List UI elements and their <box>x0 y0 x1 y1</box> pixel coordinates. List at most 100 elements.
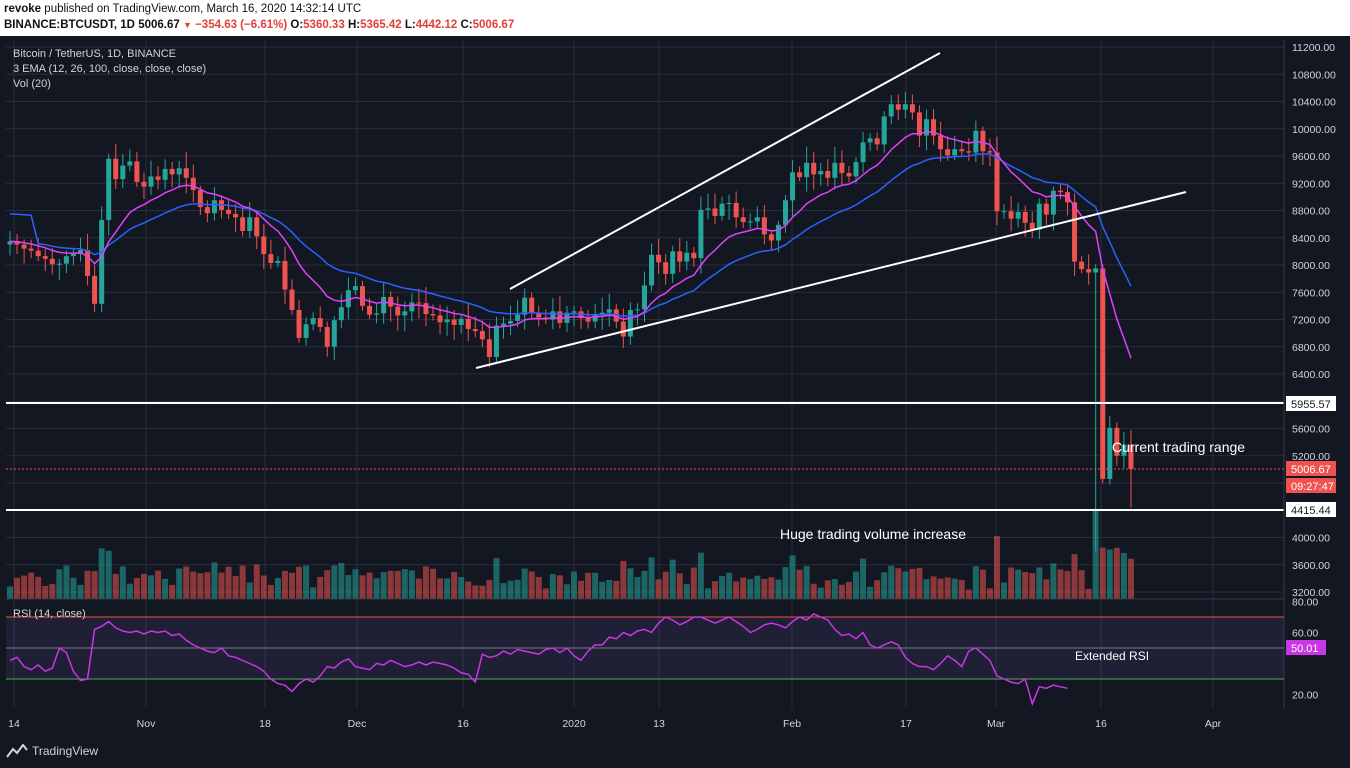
volume-bar <box>507 580 514 599</box>
candle-body <box>127 161 133 166</box>
candle-body <box>550 311 556 320</box>
volume-bar <box>119 566 126 599</box>
volume-bar <box>810 583 817 599</box>
volume-bar <box>338 562 345 599</box>
volume-bar <box>733 581 740 599</box>
candle-body <box>1107 427 1113 479</box>
volume-bar <box>726 572 733 599</box>
candle-body <box>832 162 838 178</box>
volume-bar <box>690 567 697 599</box>
candle-body <box>1114 427 1120 456</box>
volume-bar <box>909 569 916 599</box>
rsi-tick-label: 20.00 <box>1292 690 1318 702</box>
candle-body <box>1001 211 1007 213</box>
volume-bar <box>994 536 1000 599</box>
publish-header: revoke published on TradingView.com, Mar… <box>0 0 1350 36</box>
candle-body <box>120 165 126 180</box>
candle-body <box>726 203 732 205</box>
candle-body <box>99 220 105 304</box>
candle-body <box>902 104 908 110</box>
candle-body <box>345 290 351 308</box>
legend-title: Bitcoin / TetherUS, 1D, BINANCE <box>13 48 176 60</box>
volume-bar <box>140 573 147 599</box>
candle-body <box>92 275 98 304</box>
volume-bar <box>697 552 704 599</box>
candle-body <box>451 319 457 325</box>
rsi-line <box>9 613 1068 707</box>
price-chart[interactable]: 3200.00 3600.00 4000.00 5200.00 5600.00 6400.… <box>0 36 1350 738</box>
volume-bar <box>437 578 444 599</box>
rsi-tick-label: 60.00 <box>1292 628 1318 640</box>
price-tick-label: 3200.00 <box>1292 587 1330 599</box>
time-axis[interactable]: 14 Nov 18 Dec 16 2020 13 Feb 17 Mar 16 Apr <box>8 718 1222 730</box>
candle-body <box>226 209 232 214</box>
chart-grid <box>6 40 1284 708</box>
candle-body <box>162 168 168 180</box>
volume-bar <box>317 576 324 599</box>
volume-bar <box>571 571 577 599</box>
price-tick-label: 7600.00 <box>1292 287 1330 299</box>
candle-body <box>14 241 20 245</box>
volume-bar <box>761 578 768 599</box>
volume-bar <box>634 576 641 599</box>
volume-bar <box>867 586 874 599</box>
candle-body <box>938 135 944 150</box>
volume-bar <box>740 577 747 599</box>
price-axis[interactable]: 3200.00 3600.00 4000.00 5200.00 5600.00 6400.… <box>1292 42 1336 599</box>
volume-bar <box>56 569 63 599</box>
candle-body <box>691 252 697 259</box>
candle-body <box>113 158 119 180</box>
volume-bar <box>944 577 951 599</box>
volume-bar <box>183 566 190 599</box>
candle-body <box>486 339 492 357</box>
upper-trendline[interactable] <box>509 52 941 290</box>
tradingview-logo[interactable]: TradingView <box>6 744 98 758</box>
volume-bar <box>162 578 169 599</box>
candle-body <box>493 325 499 357</box>
volume-bar <box>458 577 465 599</box>
volume-bar <box>578 580 585 599</box>
footer: TradingView <box>0 738 1350 768</box>
candle-body <box>317 318 323 327</box>
tag-last-price-text: 5006.67 <box>1291 464 1331 476</box>
volume-bar <box>662 571 669 599</box>
candle-body <box>282 260 288 290</box>
candle-body <box>529 297 535 313</box>
candle-body <box>924 119 929 136</box>
candle-body <box>240 217 246 231</box>
volume-bar <box>225 566 232 599</box>
volume-bar <box>366 572 373 599</box>
volume-bar <box>1008 567 1015 599</box>
candle-body <box>627 309 633 337</box>
volume-bar <box>35 576 42 599</box>
rsi-tick-label: 80.00 <box>1292 597 1318 609</box>
candle-body <box>501 323 506 326</box>
candle-body <box>395 306 401 316</box>
candlesticks[interactable] <box>7 91 1134 552</box>
candle-body <box>698 209 704 259</box>
volume-bar <box>951 578 958 599</box>
candle-body <box>1121 444 1127 456</box>
volume-bar <box>930 576 937 599</box>
volume-bar <box>126 583 133 599</box>
time-tick-label: 17 <box>900 718 912 730</box>
time-tick-label: Nov <box>137 718 156 730</box>
candle-body <box>42 256 48 259</box>
candle-body <box>148 176 154 187</box>
volume-bar <box>387 570 394 599</box>
rsi-axis[interactable]: 20.00 60.00 80.00 <box>1292 597 1318 702</box>
candle-body <box>677 251 683 262</box>
lower-trendline[interactable] <box>475 191 1187 369</box>
volume-bar <box>916 567 923 599</box>
candle-body <box>1057 190 1063 193</box>
volume-bar <box>754 575 761 599</box>
volume-bar <box>253 564 260 599</box>
volume-bar <box>1120 552 1127 599</box>
publisher-name[interactable]: revoke <box>4 3 42 15</box>
volume-bar <box>274 577 281 599</box>
volume-bar <box>556 575 563 599</box>
volume-bar <box>28 572 35 599</box>
volume-bar <box>430 568 436 599</box>
candle-body <box>296 309 302 338</box>
candle-body <box>303 324 309 338</box>
